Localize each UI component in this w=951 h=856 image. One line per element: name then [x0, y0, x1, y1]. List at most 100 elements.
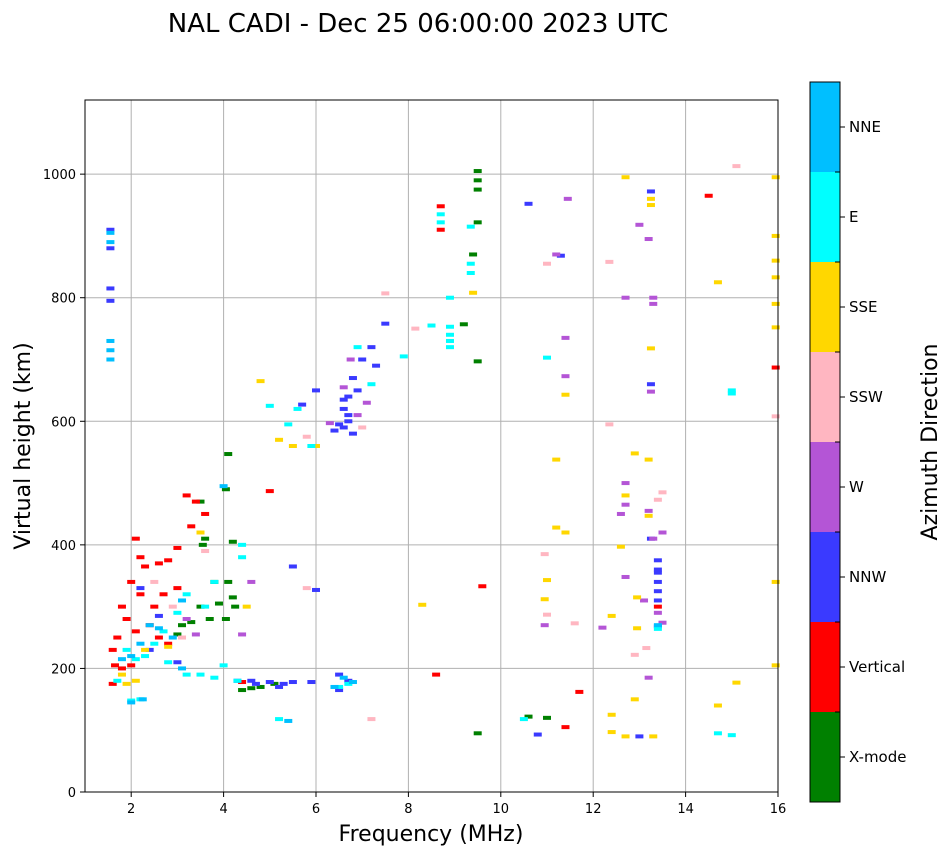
data-point-w: [182, 617, 191, 621]
data-point-sse: [644, 513, 653, 518]
data-point-sse: [607, 712, 616, 717]
data-point-e: [713, 731, 722, 736]
data-point-nnw: [335, 672, 344, 677]
data-point-e: [238, 542, 247, 547]
data-point-vertical: [108, 681, 117, 686]
data-point-ssw: [543, 261, 551, 266]
data-point-sse: [646, 346, 655, 351]
x-tick-label: 2: [127, 802, 135, 817]
colorbar-segment-nnw: [810, 532, 840, 622]
data-point-sse: [131, 678, 140, 683]
data-point-nne: [136, 641, 145, 646]
data-point-nnw: [344, 678, 353, 683]
data-point-sse: [616, 544, 625, 549]
data-point-sse: [122, 681, 131, 686]
data-point-x-mode: [196, 499, 205, 504]
data-point-e: [131, 657, 140, 662]
data-point-vertical: [191, 499, 200, 504]
x-tick-label: 16: [770, 802, 787, 817]
plot-frame: [84, 99, 779, 793]
data-point-w: [561, 335, 570, 340]
y-tick-label: 0: [68, 786, 76, 801]
data-point-nnw: [653, 579, 662, 584]
data-point-x-mode: [543, 715, 551, 720]
data-point-e: [399, 354, 408, 359]
data-point-x-mode: [473, 359, 482, 364]
data-point-x-mode: [187, 620, 196, 625]
data-point-x-mode: [524, 714, 533, 719]
data-point-x-mode: [228, 595, 237, 600]
data-point-vertical: [187, 524, 196, 529]
data-point-sse: [469, 290, 478, 295]
data-point-vertical: [136, 592, 145, 597]
data-point-x-mode: [198, 542, 207, 547]
data-point-vertical: [117, 666, 126, 671]
data-point-sse: [607, 730, 616, 735]
data-point-nnw: [154, 613, 163, 618]
data-point-nnw: [344, 394, 353, 399]
y-tick-label: 200: [51, 662, 76, 677]
data-point-nnw: [348, 431, 357, 436]
data-point-sse: [141, 647, 150, 652]
y-axis-ticks: 0 200 400 600 800 1000: [43, 168, 85, 801]
data-point-e: [466, 261, 475, 266]
data-point-nnw: [298, 402, 307, 407]
data-point-x-mode: [270, 681, 279, 686]
data-point-nnw: [653, 558, 662, 563]
data-point-w: [644, 508, 653, 513]
colorbar-title: Azimuth Direction: [918, 343, 943, 540]
data-point-e: [367, 382, 376, 387]
data-point-e: [344, 681, 353, 686]
data-point-vertical: [154, 561, 163, 566]
data-point-sse: [646, 203, 655, 208]
y-tick-label: 800: [51, 292, 76, 307]
data-point-sse: [646, 196, 655, 201]
data-point-w: [640, 598, 649, 603]
data-point-e: [141, 654, 150, 659]
data-point-nnw: [251, 681, 260, 686]
colorbar-frame: [809, 81, 841, 803]
data-point-w: [621, 502, 630, 507]
data-point-sse: [630, 451, 639, 456]
data-point-e: [275, 717, 284, 722]
data-point-w: [191, 632, 200, 637]
colorbar-label: X-mode: [849, 748, 906, 766]
data-point-e: [653, 626, 662, 631]
data-point-nne: [284, 718, 293, 723]
data-point-ssw: [605, 422, 614, 427]
data-point-nne: [145, 623, 154, 628]
data-point-sse: [732, 680, 741, 685]
data-point-nnw: [358, 357, 367, 362]
data-point-vertical: [561, 725, 570, 730]
data-point-ssw: [302, 434, 311, 439]
data-point-ssw: [653, 497, 662, 502]
data-point-vertical: [127, 663, 136, 668]
data-point-w: [646, 389, 655, 394]
data-point-nne: [339, 675, 348, 680]
data-point-nnw: [556, 253, 565, 258]
data-point-ssw: [150, 579, 159, 584]
data-point-x-mode: [221, 487, 230, 492]
data-point-nne: [106, 348, 115, 353]
data-point-vertical: [131, 536, 140, 541]
data-point-nnw: [106, 286, 115, 291]
data-point-vertical: [117, 604, 126, 609]
data-point-nne: [106, 338, 115, 343]
data-point-e: [164, 660, 173, 665]
x-tick-label: 6: [312, 802, 320, 817]
data-point-w: [658, 530, 667, 535]
data-point-vertical: [111, 663, 120, 668]
data-point-sse: [771, 301, 780, 306]
data-point-x-mode: [196, 604, 205, 609]
colorbar: X-mode Vertical NNW W SSW SSE E NNE: [809, 81, 906, 803]
data-point-e: [182, 592, 191, 597]
data-point-ssw: [732, 164, 741, 169]
data-point-e: [445, 332, 454, 337]
data-point-e: [307, 444, 316, 448]
data-point-sse: [771, 233, 780, 238]
x-axis-ticks: 2 4 6 8 10 12 14 16: [127, 792, 786, 817]
data-point-e: [210, 579, 219, 584]
data-point-nne: [348, 680, 357, 685]
data-point-sse: [771, 275, 780, 280]
x-axis-label: Frequency (MHz): [339, 822, 524, 847]
